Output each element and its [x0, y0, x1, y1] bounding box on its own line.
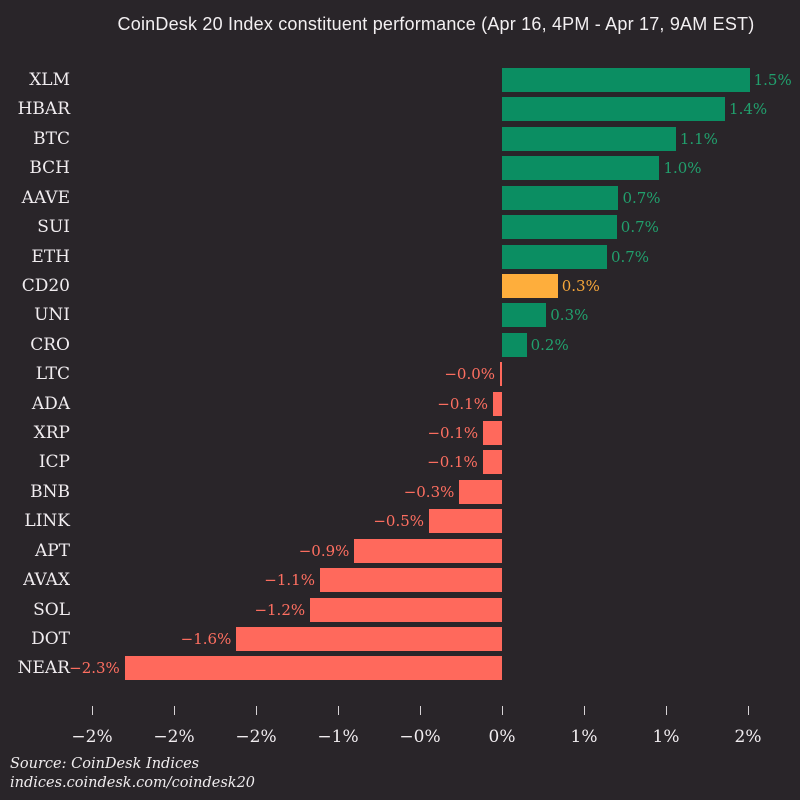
bar-value-label-xrp: −0.1% [427, 424, 479, 443]
bar-value-label-sui: 0.7% [620, 218, 659, 237]
x-axis-tick-2 [255, 706, 257, 715]
bar-value-label-cd20: 0.3% [561, 276, 600, 295]
footer: Source: CoinDesk Indices indices.coindes… [10, 755, 255, 793]
category-label-avax: AVAX [23, 570, 70, 591]
bar-value-label-hbar: 1.4% [729, 100, 768, 119]
bar-value-label-link: −0.5% [373, 512, 425, 531]
bar-value-label-eth: 0.7% [610, 247, 650, 266]
bar-value-label-icp: −0.1% [427, 453, 478, 472]
category-label-xlm: XLM [29, 70, 70, 90]
bar-eth [502, 244, 607, 269]
bar-xrp [483, 421, 502, 446]
bar-xlm [502, 68, 750, 92]
bar-value-label-uni: 0.3% [550, 306, 589, 325]
footer-source: Source: CoinDesk Indices [10, 756, 200, 772]
category-label-dot: DOT [31, 628, 70, 649]
category-label-sui: SUI [37, 217, 70, 238]
category-label-hbar: HBAR [17, 99, 70, 120]
x-axis-tick-label-3: −1% [317, 727, 359, 747]
bar-avax [319, 568, 502, 593]
category-label-ltc: LTC [35, 364, 70, 385]
bar-value-label-apt: −0.9% [298, 541, 350, 560]
x-axis-tick-7 [665, 706, 667, 715]
bar-value-label-bnb: −0.3% [403, 482, 455, 501]
category-label-link: LINK [24, 511, 70, 532]
bar-value-label-ada: −0.1% [437, 394, 488, 413]
bar-cd20 [502, 273, 558, 298]
category-label-eth: ETH [31, 246, 70, 267]
footer-url: indices.coindesk.com/coindesk20 [10, 775, 256, 791]
bar-ada [492, 391, 502, 416]
bar-near [124, 656, 502, 681]
category-label-apt: APT [34, 540, 70, 561]
category-label-sol: SOL [33, 599, 70, 620]
x-axis-tick-label-6: 1% [570, 727, 598, 747]
bar-value-label-cro: 0.2% [530, 335, 569, 354]
bar-sui [502, 215, 617, 240]
bar-uni [502, 303, 547, 328]
bar-apt [354, 538, 502, 563]
category-label-icp: ICP [38, 452, 70, 473]
bar-bnb [459, 479, 502, 504]
x-axis-tick-label-5: 0% [488, 727, 516, 747]
bar-value-label-xlm: 1.5% [753, 71, 792, 89]
x-axis-tick-0 [91, 706, 93, 715]
bar-dot [236, 626, 502, 651]
bar-value-label-avax: −1.1% [264, 571, 315, 590]
x-axis-tick-label-7: 1% [652, 727, 680, 747]
bar-value-label-near: −2.3% [69, 659, 120, 678]
chart-title: CoinDesk 20 Index constituent performanc… [117, 14, 755, 34]
category-label-ada: ADA [31, 393, 70, 414]
bar-value-label-dot: −1.6% [180, 629, 232, 648]
bar-value-label-ltc: −0.0% [444, 365, 496, 384]
bar-value-label-bch: 1.0% [663, 159, 702, 178]
category-label-cd20: CD20 [21, 275, 70, 296]
x-axis-tick-5 [501, 706, 503, 715]
bar-ltc [500, 362, 502, 387]
bar-bch [502, 156, 660, 181]
bar-cro [502, 332, 527, 357]
bar-btc [502, 126, 676, 151]
x-axis-tick-6 [583, 706, 585, 715]
bar-value-label-aave: 0.7% [622, 188, 661, 207]
x-axis-tick-label-0: −2% [71, 727, 113, 747]
bar-hbar [502, 97, 726, 122]
bar-icp [482, 450, 502, 475]
x-axis-tick-4 [419, 706, 421, 715]
category-label-aave: AAVE [21, 187, 70, 208]
category-label-bch: BCH [29, 158, 70, 179]
category-label-near: NEAR [17, 658, 70, 679]
category-label-xrp: XRP [33, 423, 70, 444]
bar-aave [502, 185, 619, 210]
x-axis-tick-label-4: −0% [399, 727, 441, 747]
x-axis-tick-1 [173, 706, 175, 715]
category-label-btc: BTC [33, 128, 70, 149]
bar-value-label-sol: −1.2% [254, 600, 306, 619]
x-axis-tick-label-8: 2% [734, 727, 762, 747]
x-axis-tick-8 [747, 706, 749, 715]
x-axis-tick-label-2: −2% [235, 727, 277, 747]
x-axis-tick-label-1: −2% [153, 727, 195, 747]
x-axis-tick-3 [337, 706, 339, 715]
category-label-uni: UNI [34, 305, 70, 326]
bar-link [429, 509, 502, 534]
bar-sol [310, 597, 502, 622]
category-label-cro: CRO [30, 334, 70, 355]
category-label-bnb: BNB [30, 481, 70, 502]
bar-value-label-btc: 1.1% [679, 129, 718, 148]
